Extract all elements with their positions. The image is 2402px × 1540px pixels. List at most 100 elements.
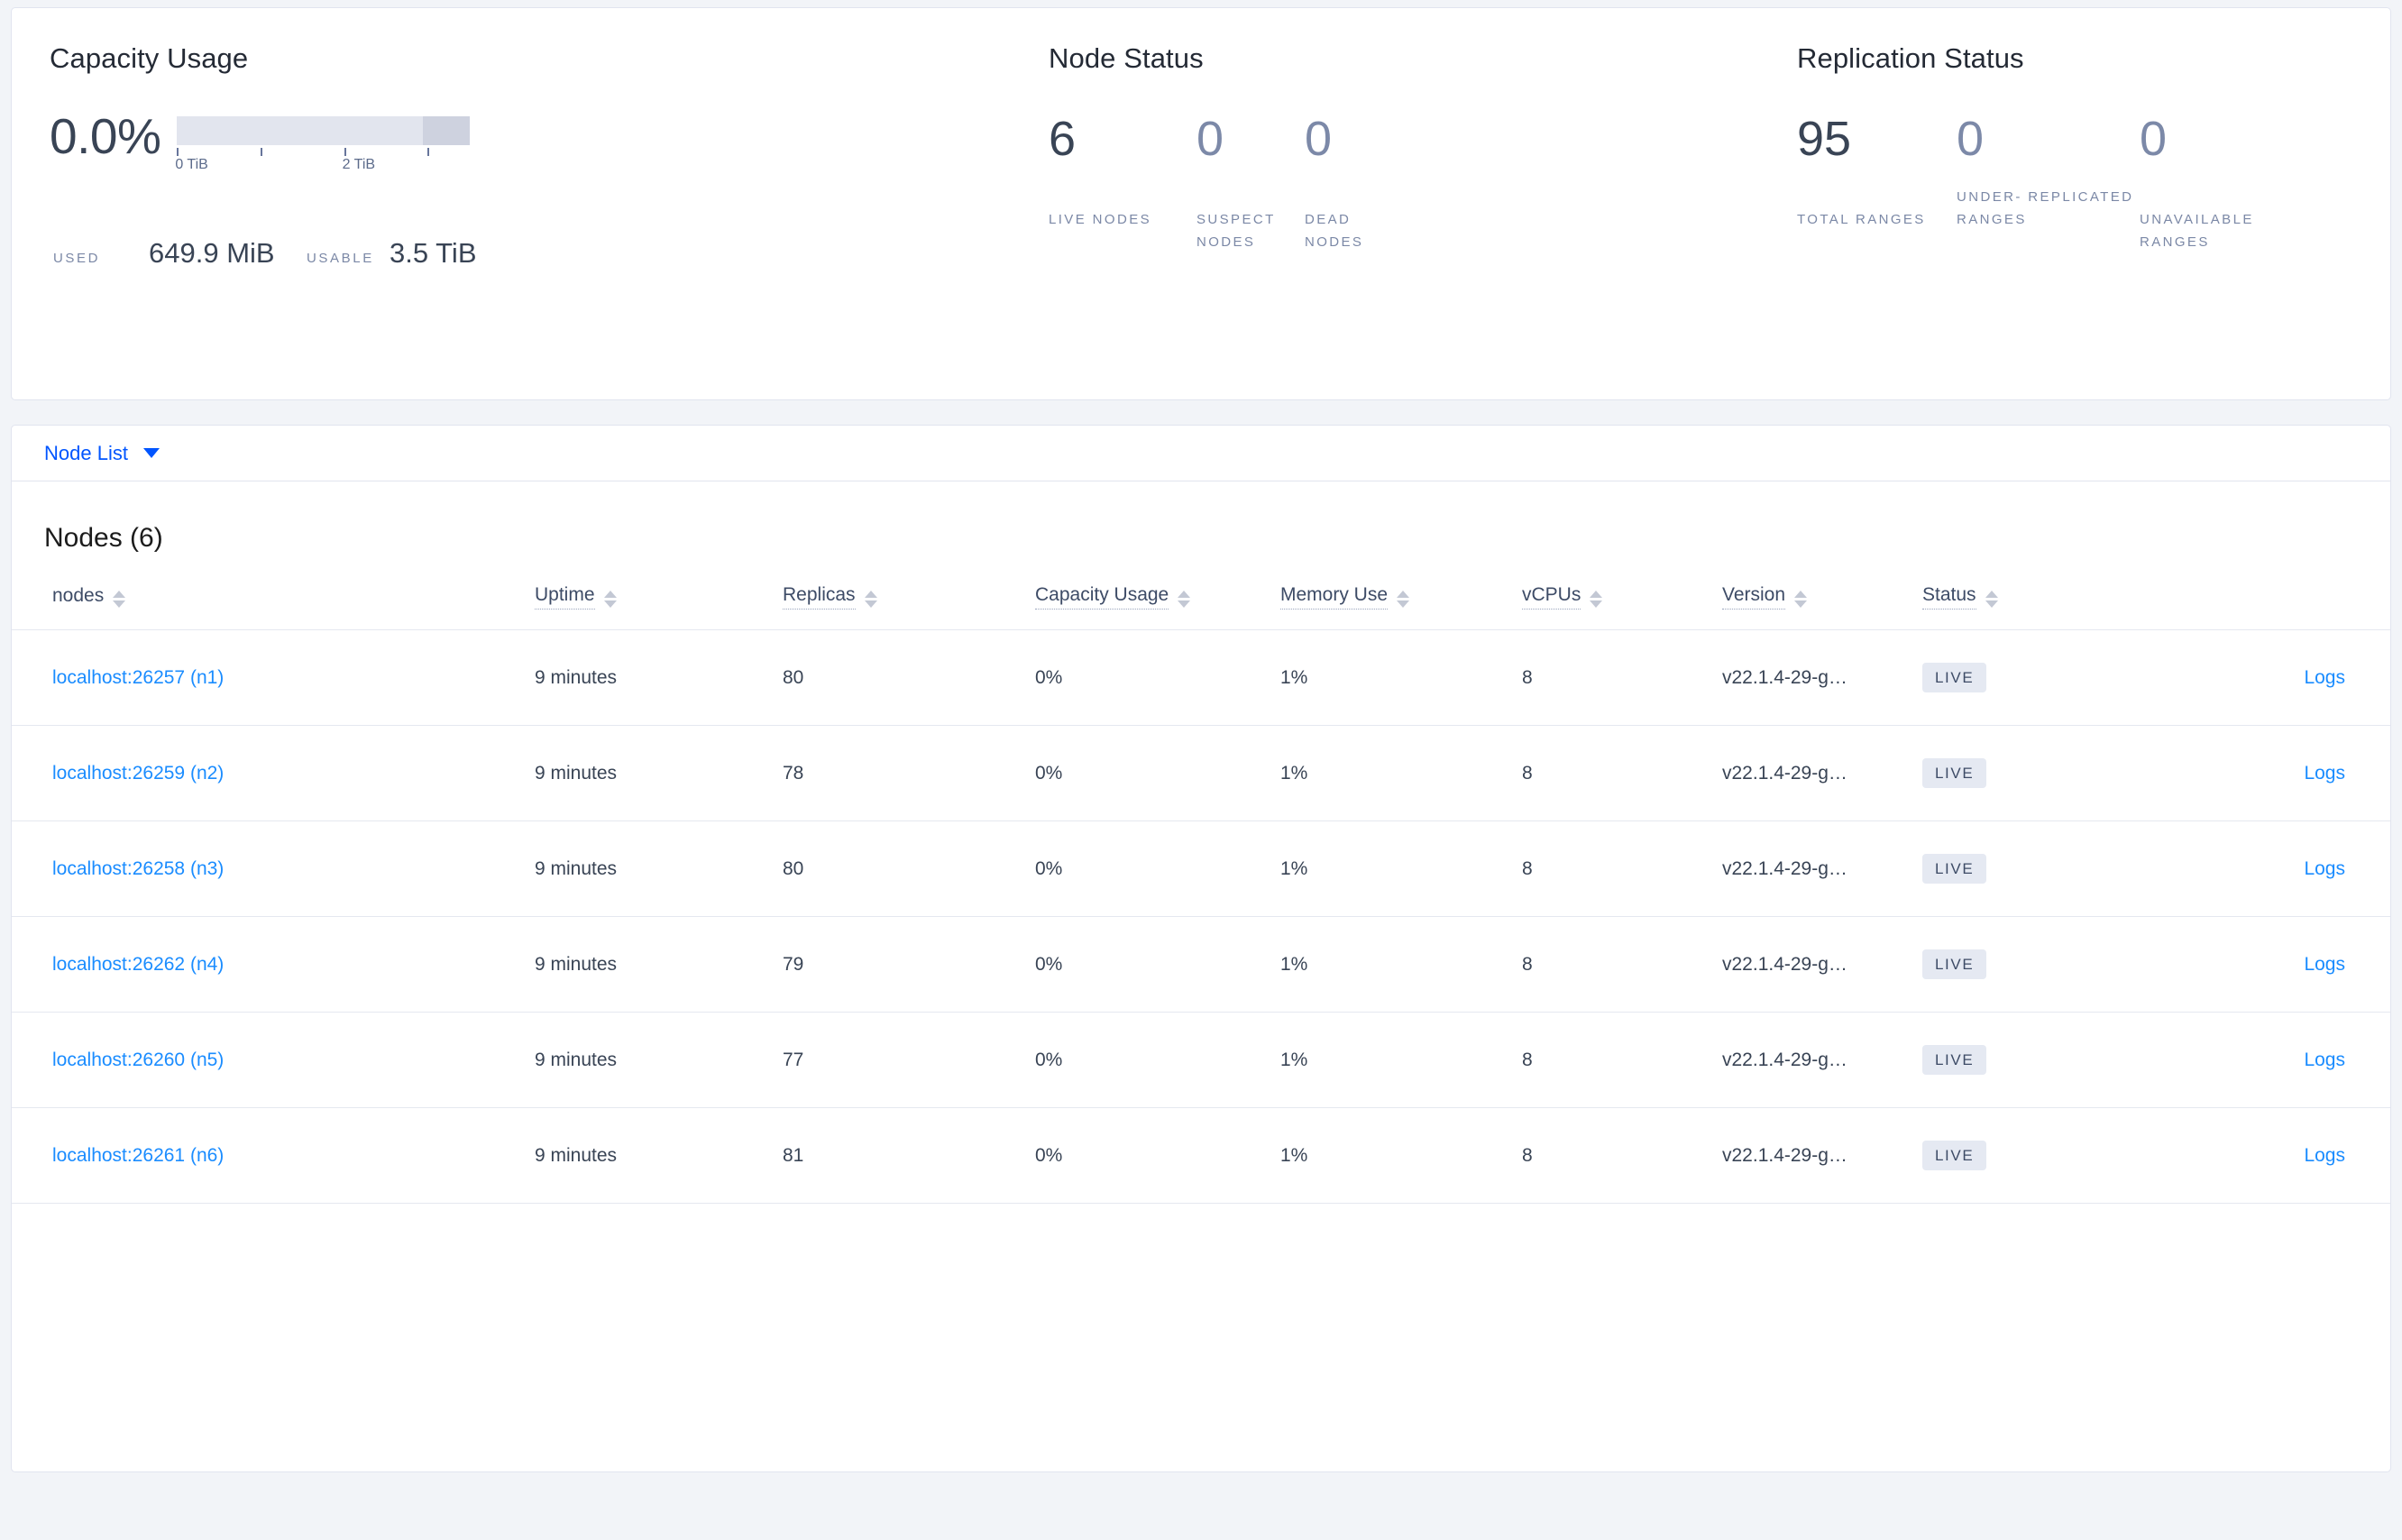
used-label: USED [53,251,101,266]
node-status-section: Node Status 6 LIVE NODES 0 SUSPECT NODES… [1049,8,1797,253]
node-link[interactable]: localhost:26262 (n4) [52,953,225,975]
cell-replicas: 80 [783,820,1035,917]
node-link[interactable]: localhost:26257 (n1) [52,666,225,688]
logs-link[interactable]: Logs [2304,666,2345,688]
column-header-uptime[interactable]: Uptime [535,554,783,630]
cluster-summary-card: Capacity Usage 0.0% 0 TiB 2 TiB [11,7,2391,400]
cell-capacity-usage: 0% [1035,1107,1280,1204]
logs-link[interactable]: Logs [2304,1049,2345,1070]
axis-tick [177,148,179,156]
stat-label: LIVE NODES [1049,212,1152,227]
table-header-row: nodes Uptime Replicas [12,554,2390,630]
capacity-usage-bar [177,116,471,145]
cell-version: v22.1.4-29-g… [1722,820,1922,917]
table-row: localhost:26258 (n3) 9 minutes 80 0% 1% 8 v22.… [12,820,2390,917]
cell-logs: Logs [2148,725,2390,821]
sort-icon[interactable] [864,591,877,608]
stat-value: 6 [1049,112,1077,166]
column-header-status[interactable]: Status [1922,554,2148,630]
cell-version: v22.1.4-29-g… [1722,916,1922,1013]
column-header-memory-use[interactable]: Memory Use [1280,554,1522,630]
cell-capacity-usage: 0% [1035,725,1280,821]
axis-tick [261,148,262,156]
replication-status-title: Replication Status [1797,42,2024,74]
cell-vcpus: 8 [1522,916,1722,1013]
column-header-label: Memory Use [1280,584,1389,610]
capacity-usage-percent: 0.0% [50,108,161,164]
nodes-table-body: localhost:26257 (n1) 9 minutes 80 0% 1% 8 v22.… [12,629,2390,1204]
column-header-version[interactable]: Version [1722,554,1922,630]
column-header-label: Status [1922,584,1976,610]
cell-capacity-usage: 0% [1035,1012,1280,1108]
cell-status: LIVE [1922,629,2148,726]
cell-memory-use: 1% [1280,916,1522,1013]
cell-vcpus: 8 [1522,1012,1722,1108]
column-header-nodes[interactable]: nodes [12,554,535,630]
cell-vcpus: 8 [1522,1107,1722,1204]
sort-icon[interactable] [603,591,617,608]
cell-status: LIVE [1922,820,2148,917]
cell-logs: Logs [2148,820,2390,917]
chevron-down-icon[interactable] [142,448,160,458]
logs-link[interactable]: Logs [2304,953,2345,975]
table-row: localhost:26261 (n6) 9 minutes 81 0% 1% 8 v22.… [12,1107,2390,1204]
usable-label: USABLE [307,251,374,266]
node-status-title: Node Status [1049,42,1204,74]
nodes-table-panel: Nodes (6) nodes Uptime [11,481,2391,1472]
column-header-capacity-usage[interactable]: Capacity Usage [1035,554,1280,630]
logs-link[interactable]: Logs [2304,762,2345,784]
cell-vcpus: 8 [1522,725,1722,821]
node-link[interactable]: localhost:26258 (n3) [52,857,225,879]
node-link[interactable]: localhost:26261 (n6) [52,1144,225,1166]
status-badge: LIVE [1922,949,1987,979]
sort-icon[interactable] [1985,591,1998,608]
capacity-totals: USED 649.9 MiB USABLE 3.5 TiB [50,237,1049,270]
nodes-table-header: nodes Uptime Replicas [12,554,2390,630]
capacity-usage-axis-ticks [177,145,470,156]
stat-label: UNAVAILABLE RANGES [2140,212,2254,250]
column-header-label: Capacity Usage [1035,584,1169,610]
column-header-label: Version [1722,584,1786,610]
node-status-stats: 6 LIVE NODES 0 SUSPECT NODES 0 DEAD NODE… [1049,111,1797,253]
capacity-usage-title: Capacity Usage [50,42,249,74]
nodes-table-heading: Nodes (6) [44,523,163,553]
stat-value: 0 [2140,112,2168,166]
node-list-dropdown-label[interactable]: Node List [44,441,128,464]
cell-memory-use: 1% [1280,725,1522,821]
axis-tick [427,148,430,156]
cell-vcpus: 8 [1522,820,1722,917]
sort-icon[interactable] [113,591,126,608]
capacity-usage-bar-remainder [423,116,471,145]
sort-icon[interactable] [1794,591,1808,608]
column-header-replicas[interactable]: Replicas [783,554,1035,630]
cell-version: v22.1.4-29-g… [1722,629,1922,726]
column-header-vcpus[interactable]: vCPUs [1522,554,1722,630]
stat-suspect-nodes: 0 SUSPECT NODES [1196,111,1305,253]
cell-status: LIVE [1922,916,2148,1013]
cell-memory-use: 1% [1280,1012,1522,1108]
node-link[interactable]: localhost:26260 (n5) [52,1049,225,1070]
table-row: localhost:26259 (n2) 9 minutes 78 0% 1% 8 v22.… [12,725,2390,821]
sort-icon[interactable] [1178,591,1191,608]
logs-link[interactable]: Logs [2304,1144,2345,1166]
stat-value: 0 [1305,112,1333,166]
status-badge: LIVE [1922,758,1987,788]
sort-icon[interactable] [1397,591,1410,608]
used-value: 649.9 MiB [149,237,275,269]
sort-icon[interactable] [1590,591,1603,608]
replication-status-section: Replication Status 95 TOTAL RANGES 0 UND… [1797,8,2390,253]
stat-label: SUSPECT NODES [1196,212,1276,250]
cell-node: localhost:26259 (n2) [12,725,535,821]
logs-link[interactable]: Logs [2304,857,2345,879]
node-link[interactable]: localhost:26259 (n2) [52,762,225,784]
cell-version: v22.1.4-29-g… [1722,725,1922,821]
cell-replicas: 78 [783,725,1035,821]
cell-capacity-usage: 0% [1035,629,1280,726]
cell-status: LIVE [1922,725,2148,821]
table-row: localhost:26260 (n5) 9 minutes 77 0% 1% 8 v22.… [12,1012,2390,1108]
column-header-label: Uptime [535,584,595,610]
cell-uptime: 9 minutes [535,1012,783,1108]
cell-replicas: 77 [783,1012,1035,1108]
cell-uptime: 9 minutes [535,916,783,1013]
cell-replicas: 81 [783,1107,1035,1204]
